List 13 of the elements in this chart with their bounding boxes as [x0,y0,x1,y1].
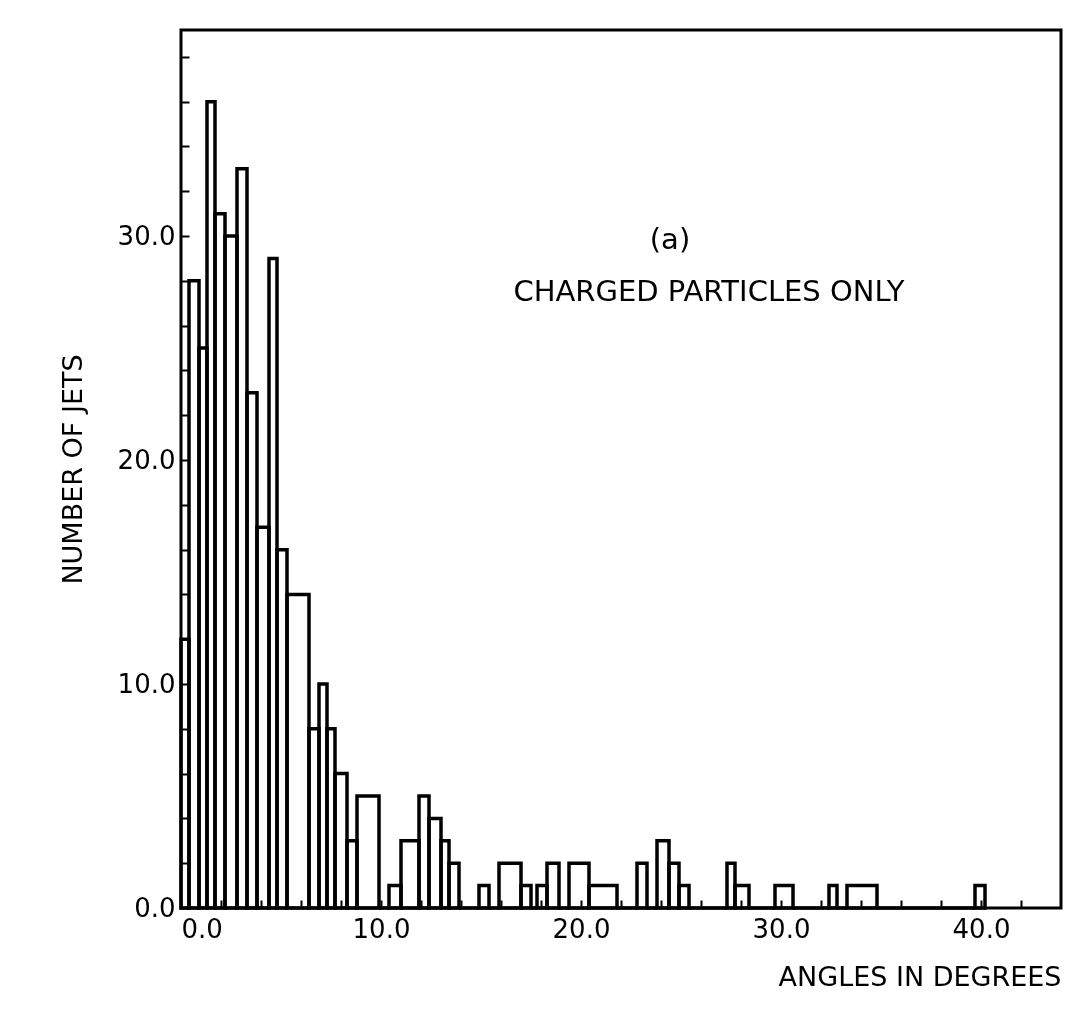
annotation: (a) [649,222,691,256]
x-tick-label: 20.0 [552,913,611,944]
y-axis-title: NUMBER OF JETS [56,354,88,585]
x-tick-label: 10.0 [352,913,411,944]
y-tick-label: 20.0 [117,444,176,475]
y-tick-label: 0.0 [134,892,176,923]
x-tick-label: 0.0 [181,913,223,944]
y-tick-label: 10.0 [117,668,176,699]
x-axis-title: ANGLES IN DEGREES [778,960,1062,992]
x-tick-label: 40.0 [952,913,1011,944]
x-tick-label: 30.0 [752,913,811,944]
annotation: CHARGED PARTICLES ONLY [513,274,905,308]
y-tick-label: 30.0 [117,220,176,251]
